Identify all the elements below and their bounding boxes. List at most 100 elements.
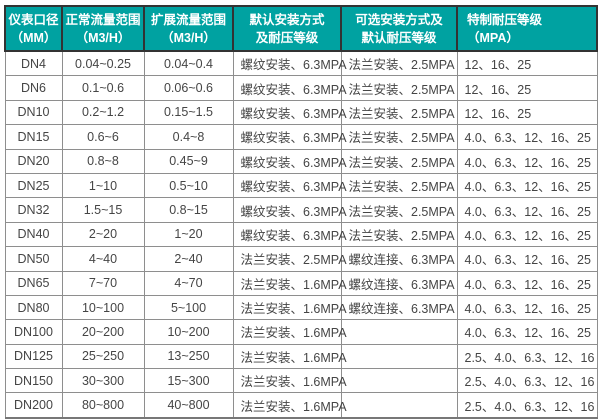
table-cell: DN40 <box>4 221 63 248</box>
table-cell: DN50 <box>4 246 63 272</box>
table-cell: 1~10 <box>61 172 145 199</box>
table-row: DN25 1~10 0.5~10 螺纹安装、6.3MPA 法兰安装、2.5MPA 4.0、… <box>4 172 598 199</box>
table-cell <box>340 319 458 345</box>
header-line: （MM） <box>10 30 57 45</box>
table-cell: 2~40 <box>143 246 234 272</box>
table-cell: 4.0、6.3、12、16、25 <box>456 319 598 345</box>
table-cell: 法兰安装、2.5MPA <box>340 172 458 199</box>
table-cell: DN80 <box>4 294 63 321</box>
table-cell: 25~250 <box>61 343 145 370</box>
table-cell: 20~200 <box>61 319 145 345</box>
table-cell: 40~800 <box>143 392 234 419</box>
table-cell: 法兰安装、2.5MPA <box>340 50 458 77</box>
table-cell: 螺纹安装、6.3MPA <box>232 124 347 150</box>
table-cell: 法兰安装、1.6MPA <box>232 343 347 370</box>
table-cell: 1~20 <box>143 221 234 248</box>
header-default-install: 默认安装方式 及耐压等级 <box>232 5 342 52</box>
table-cell: 5~100 <box>143 294 234 321</box>
table-cell: DN25 <box>4 172 63 199</box>
table-cell: 12、16、25 <box>456 75 598 101</box>
table-cell: DN20 <box>4 148 63 174</box>
table-cell: 0.06~0.6 <box>143 75 234 101</box>
table-cell: 0.5~10 <box>143 172 234 199</box>
table-cell: 法兰安装、2.5MPA <box>340 197 458 223</box>
table-row: DN200 80~800 40~800 法兰安装、1.6MPA 2.5、4.0、6.3、… <box>4 392 598 419</box>
table-cell: 螺纹连接、6.3MPA <box>340 270 458 296</box>
table-cell: 0.45~9 <box>143 148 234 174</box>
table-cell: 7~70 <box>61 270 145 296</box>
table-cell <box>340 392 458 419</box>
table-cell: 12、16、25 <box>456 50 598 77</box>
table-cell: 法兰安装、2.5MPA <box>340 75 458 101</box>
table-cell: 4.0、6.3、12、16、25 <box>456 172 598 199</box>
table-cell: DN15 <box>4 124 63 150</box>
table-cell: 13~250 <box>143 343 234 370</box>
header-optional-install: 可选安装方式及 默认耐压等级 <box>340 5 458 52</box>
table-cell: 法兰安装、2.5MPA <box>340 99 458 126</box>
table-cell: 2.5、4.0、6.3、12、16 <box>456 392 598 419</box>
table-cell: 法兰安装、2.5MPA <box>340 148 458 174</box>
header-line: 默认耐压等级 <box>361 30 437 45</box>
table-cell: 1.5~15 <box>61 197 145 223</box>
header-special-pressure-rating: 特制耐压等级 （MPA） <box>456 5 598 52</box>
table-cell <box>340 368 458 394</box>
table-cell: 2.5、4.0、6.3、12、16 <box>456 368 598 394</box>
table-cell: DN150 <box>4 368 63 394</box>
header-line: （M3/H） <box>75 30 131 45</box>
table-cell: DN65 <box>4 270 63 296</box>
table-cell: 0.15~1.5 <box>143 99 234 126</box>
table-cell: 法兰安装、2.5MPA <box>232 246 347 272</box>
header-normal-flow-range: 正常流量范围 （M3/H） <box>61 5 145 52</box>
table-row: DN15 0.6~6 0.4~8 螺纹安装、6.3MPA 法兰安装、2.5MPA 4.0、… <box>4 124 598 150</box>
table-cell: 螺纹安装、6.3MPA <box>232 197 347 223</box>
header-line: 正常流量范围 <box>65 12 141 27</box>
table-row: DN65 7~70 4~70 法兰安装、1.6MPA 螺纹连接、6.3MPA 4.0、6.… <box>4 270 598 296</box>
table-cell: 4.0、6.3、12、16、25 <box>456 197 598 223</box>
header-line: 特制耐压等级 <box>467 12 543 27</box>
table-cell: 法兰安装、1.6MPA <box>232 392 347 419</box>
table-cell: 螺纹连接、6.3MPA <box>340 294 458 321</box>
table-cell: 15~300 <box>143 368 234 394</box>
header-line: 默认安装方式 <box>249 12 325 27</box>
table-cell: 80~800 <box>61 392 145 419</box>
table-cell: 法兰安装、1.6MPA <box>232 294 347 321</box>
table-cell: 0.8~8 <box>61 148 145 174</box>
header-line: 可选安装方式及 <box>355 12 443 27</box>
table-cell: 30~300 <box>61 368 145 394</box>
table-cell: 2~20 <box>61 221 145 248</box>
table-cell: DN4 <box>4 50 63 77</box>
table-cell: 2.5、4.0、6.3、12、16 <box>456 343 598 370</box>
table-cell: 4.0、6.3、12、16、25 <box>456 221 598 248</box>
table-cell: 10~200 <box>143 319 234 345</box>
table-cell: 4.0、6.3、12、16、25 <box>456 148 598 174</box>
table-row: DN125 25~250 13~250 法兰安装、1.6MPA 2.5、4.0、6.3、… <box>4 343 598 370</box>
header-line: 及耐压等级 <box>255 30 319 45</box>
table-cell: 螺纹安装、6.3MPA <box>232 172 347 199</box>
table-cell: 0.2~1.2 <box>61 99 145 126</box>
table-cell: 螺纹连接、6.3MPA <box>340 246 458 272</box>
table-cell <box>340 343 458 370</box>
table-cell: DN125 <box>4 343 63 370</box>
table-header: 仪表口径 （MM） 正常流量范围 （M3/H） 扩展流量范围 （M3/H） 默认… <box>4 5 598 52</box>
table-body: DN4 0.04~0.25 0.04~0.4 螺纹安装、6.3MPA 法兰安装、2.5M… <box>4 50 598 419</box>
header-line: （MPA） <box>467 30 519 45</box>
table-cell: DN10 <box>4 99 63 126</box>
header-meter-diameter: 仪表口径 （MM） <box>4 5 63 52</box>
header-line: （M3/H） <box>161 30 216 45</box>
table-cell: 0.1~0.6 <box>61 75 145 101</box>
table-cell: DN6 <box>4 75 63 101</box>
table-cell: 法兰安装、2.5MPA <box>340 221 458 248</box>
table-cell: 0.04~0.25 <box>61 50 145 77</box>
table-row: DN4 0.04~0.25 0.04~0.4 螺纹安装、6.3MPA 法兰安装、2.5M… <box>4 50 598 77</box>
table-cell: 螺纹安装、6.3MPA <box>232 75 347 101</box>
header-line: 仪表口径 <box>8 12 59 27</box>
table-row: DN50 4~40 2~40 法兰安装、2.5MPA 螺纹连接、6.3MPA 4.0、6.… <box>4 246 598 272</box>
table-cell: 0.4~8 <box>143 124 234 150</box>
flow-meter-spec-table-wrap: 仪表口径 （MM） 正常流量范围 （M3/H） 扩展流量范围 （M3/H） 默认… <box>4 5 598 419</box>
table-row: DN80 10~100 5~100 法兰安装、1.6MPA 螺纹连接、6.3MPA 4.0… <box>4 294 598 321</box>
table-cell: 4~40 <box>61 246 145 272</box>
flow-meter-spec-table: 仪表口径 （MM） 正常流量范围 （M3/H） 扩展流量范围 （M3/H） 默认… <box>4 5 598 419</box>
header-extended-flow-range: 扩展流量范围 （M3/H） <box>143 5 234 52</box>
table-cell: 螺纹安装、6.3MPA <box>232 221 347 248</box>
table-cell: 10~100 <box>61 294 145 321</box>
